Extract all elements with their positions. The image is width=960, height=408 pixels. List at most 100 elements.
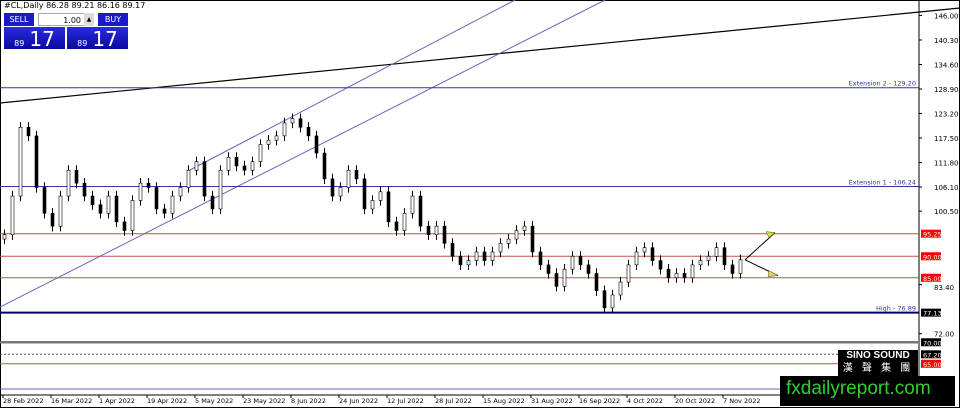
level-tag: 70.00 (923, 339, 942, 347)
channel-upper-line (189, 0, 516, 171)
up-projection-arrow (744, 232, 776, 261)
candle-body (170, 195, 175, 214)
candle-body (306, 126, 311, 137)
candle-body (634, 251, 639, 266)
candle-body (42, 187, 47, 214)
candle-body (106, 195, 111, 214)
candle-body (242, 165, 247, 171)
candle-body (706, 255, 711, 261)
buy-button[interactable]: BUY (98, 13, 128, 26)
candle-body (50, 212, 55, 227)
x-tick-label: 1 Apr 2022 (99, 397, 135, 405)
level-tag-bg (921, 229, 941, 238)
candle-body (122, 221, 127, 231)
candle-body (538, 251, 543, 266)
level-tag: 95.25 (923, 231, 942, 239)
candle-body (274, 135, 279, 141)
brand-logo: SINO SOUND 漢 聲 集 團 (838, 350, 918, 376)
candle-body (690, 264, 695, 279)
candle-body (522, 225, 527, 231)
candle-body (146, 182, 151, 188)
y-tick-label: 140.30 (934, 37, 959, 45)
candle-body (402, 212, 407, 231)
candle-body (186, 169, 191, 188)
candle-body (466, 260, 471, 266)
candle-body (2, 234, 7, 240)
candle-body (58, 195, 63, 227)
candle-body (258, 144, 263, 162)
candle-body (330, 178, 335, 197)
x-tick-label: 16 Mar 2022 (51, 397, 92, 405)
candle-body (626, 264, 631, 283)
brand-name-cn: 漢 聲 集 團 (842, 363, 914, 374)
candle-body (298, 118, 303, 128)
level-tag-bg (921, 273, 941, 282)
lot-increase-button[interactable]: ▲ (84, 13, 94, 26)
x-tick-label: 5 May 2022 (195, 397, 233, 405)
candle-body (210, 195, 215, 210)
y-tick-label: 128.90 (934, 86, 959, 94)
candle-body (490, 251, 495, 261)
candle-body (546, 264, 551, 274)
x-tick-label: 24 Jun 2022 (339, 397, 378, 405)
y-tick-label: 106.10 (934, 184, 959, 192)
y-tick-label: 146.00 (934, 12, 959, 20)
candle-body (154, 187, 159, 210)
level-tag: 85.00 (923, 275, 942, 283)
candle-body (698, 260, 703, 266)
level-tag: 77.13 (923, 310, 942, 318)
candle-body (562, 268, 567, 287)
up-arrow-head (765, 231, 776, 239)
candle-body (130, 200, 135, 231)
candle-body (362, 178, 367, 210)
candle-body (642, 247, 647, 253)
y-tick-label: 117.50 (934, 135, 959, 143)
candle-body (650, 247, 655, 261)
candle-body (458, 255, 463, 266)
candle-body (530, 225, 535, 253)
candle-body (474, 251, 479, 261)
x-tick-label: 31 Aug 2022 (531, 397, 573, 405)
candle-body (506, 238, 511, 244)
candle-body (234, 157, 239, 167)
candle-body (322, 152, 327, 180)
candle-body (34, 135, 39, 188)
y-tick-label: 134.60 (934, 61, 959, 69)
one-click-trade-panel: SELL ▼ 1.00 ▲ BUY 89 17 89 17 (4, 13, 128, 51)
candle-body (338, 187, 343, 197)
level-label: High - 76.89 (876, 305, 916, 313)
candle-body (722, 247, 727, 266)
candle-body (114, 195, 119, 223)
level-tag-bg (921, 359, 941, 368)
candle-body (194, 161, 199, 171)
candle-body (714, 247, 719, 257)
buy-price[interactable]: 89 17 (67, 27, 128, 51)
x-tick-label: 28 Feb 2022 (3, 397, 43, 405)
level-tag-bg (921, 338, 941, 347)
candle-body (394, 221, 399, 231)
y-tick-label: 83.40 (934, 284, 954, 292)
sell-price-big: 17 (29, 27, 55, 51)
candle-body (586, 264, 591, 274)
x-tick-label: 12 Jul 2022 (387, 397, 424, 405)
sell-button[interactable]: SELL (4, 13, 34, 26)
candle-body (138, 182, 143, 201)
level-tag-bg (921, 308, 941, 317)
chart-title: #CL,Daily 86.28 89.21 86.16 89.17 (4, 1, 146, 10)
candle-body (218, 169, 223, 210)
candle-body (10, 195, 15, 236)
buy-price-small: 89 (77, 39, 88, 48)
sell-price[interactable]: 89 17 (4, 27, 65, 51)
candle-body (226, 157, 231, 171)
level-tag-bg (921, 350, 941, 359)
candle-body (482, 251, 487, 261)
candle-body (346, 169, 351, 188)
level-label: Extension 2 - 129.20 (849, 80, 916, 88)
candle-body (450, 243, 455, 257)
candle-body (66, 169, 71, 197)
candle-body (266, 139, 271, 145)
candle-body (618, 281, 623, 296)
candle-body (498, 243, 503, 253)
watermark-text: fxdailyreport.com (786, 378, 931, 399)
